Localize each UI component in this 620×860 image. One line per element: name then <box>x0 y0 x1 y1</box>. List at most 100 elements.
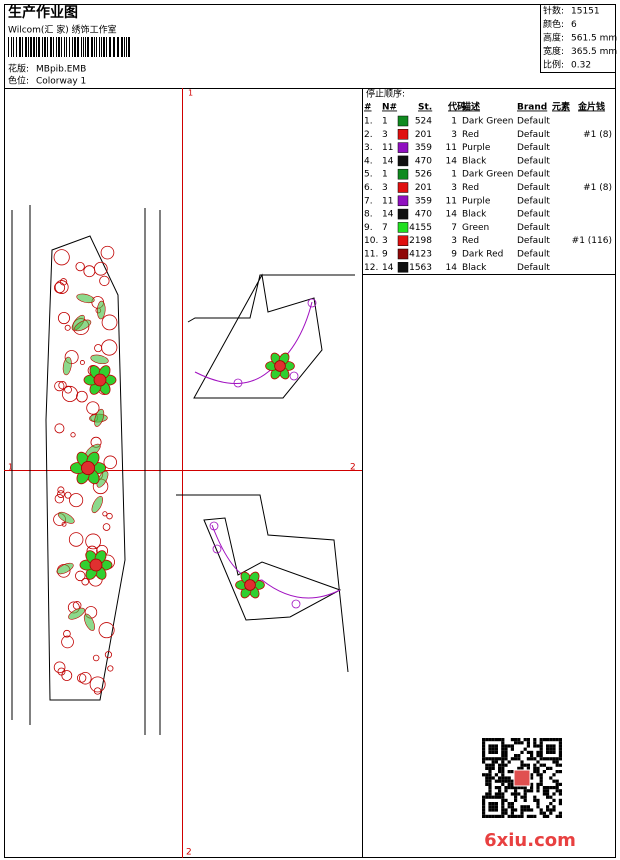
cell-needle: 3 <box>382 130 388 140</box>
swirl <box>101 339 118 356</box>
qr-cell <box>501 760 505 764</box>
swirl <box>289 371 299 381</box>
qr-cell <box>498 770 502 774</box>
swirl <box>83 265 96 278</box>
swirl <box>94 344 103 353</box>
cell-code: 9 <box>451 250 457 260</box>
qr-cell <box>501 754 505 758</box>
bar <box>72 37 73 57</box>
qr-cell <box>498 776 502 780</box>
qr-cell <box>536 750 540 754</box>
cell-brand: Default <box>517 250 550 260</box>
qr-cell <box>482 750 486 754</box>
qr-cell <box>546 747 550 751</box>
swirl <box>75 570 86 582</box>
qr-cell <box>546 795 550 799</box>
qr-cell <box>552 760 556 764</box>
qr-cell <box>539 738 543 742</box>
qr-logo <box>513 769 531 787</box>
cell-code: 11 <box>446 143 457 153</box>
qr-cell <box>549 802 553 806</box>
leaf <box>76 293 95 304</box>
cell-sequin: #1 (8) <box>583 130 612 140</box>
cell-description: Dark Red <box>462 250 503 260</box>
swirl <box>103 455 117 469</box>
qr-cell <box>482 808 486 812</box>
qr-cell <box>549 747 553 751</box>
qr-cell <box>533 798 537 802</box>
qr-cell <box>514 738 518 742</box>
qr-cell <box>504 798 508 802</box>
cell-index: 5. <box>364 170 373 180</box>
column-header: 描述 <box>462 101 480 113</box>
qr-cell <box>536 789 540 793</box>
cell-stitches: 524 <box>415 117 432 127</box>
info-label: 宽度: <box>543 45 564 57</box>
swirl <box>61 670 73 681</box>
qr-cell <box>539 757 543 761</box>
qr-cell <box>526 789 530 793</box>
qr-cell <box>510 757 514 761</box>
qr-cell <box>523 786 527 790</box>
qr-cell <box>494 779 498 783</box>
qr-cell <box>501 782 505 786</box>
cell-brand: Default <box>517 183 550 193</box>
qr-cell <box>546 808 550 812</box>
cell-index: 7. <box>364 196 373 206</box>
swirl <box>307 298 317 308</box>
cell-index: 3. <box>364 143 373 153</box>
qr-cell <box>517 766 521 770</box>
qr-cell <box>485 792 489 796</box>
qr-cell <box>523 798 527 802</box>
qr-cell <box>510 792 514 796</box>
info-label: 颜色: <box>543 18 564 30</box>
qr-cell <box>488 792 492 796</box>
qr-cell <box>523 763 527 767</box>
frame <box>4 4 616 858</box>
swirl <box>63 629 71 638</box>
cell-stitches: 2198 <box>409 236 432 246</box>
bar <box>113 37 115 57</box>
column-header: 代码 <box>447 101 466 113</box>
leaf <box>57 511 75 524</box>
swirl <box>70 432 76 438</box>
bar <box>99 37 100 57</box>
bar <box>25 37 27 57</box>
qr-cell <box>488 747 492 751</box>
bar <box>22 37 23 57</box>
center <box>274 360 286 372</box>
qr-cell <box>510 805 514 809</box>
qr-cell <box>549 811 553 815</box>
qr-cell <box>510 744 514 748</box>
qr-cell <box>546 805 550 809</box>
cell-needle: 14 <box>382 156 394 166</box>
qr-cell <box>482 811 486 815</box>
qr-cell <box>549 744 553 748</box>
swirl <box>61 521 67 527</box>
qr-cell <box>510 747 514 751</box>
cell-stitches: 4123 <box>409 250 432 260</box>
qr-cell <box>501 738 505 742</box>
qr-cell <box>498 795 502 799</box>
qr-cell <box>542 763 546 767</box>
qr-cell <box>530 754 534 758</box>
qr-cell <box>520 786 524 790</box>
color-swatch <box>397 195 409 207</box>
cell-description: Red <box>462 236 479 246</box>
swirl <box>61 635 74 649</box>
qr-cell <box>482 805 486 809</box>
leaf <box>90 354 109 365</box>
qr-cell <box>552 747 556 751</box>
swirl <box>89 676 106 693</box>
qr-cell <box>482 738 486 742</box>
bar <box>16 37 17 57</box>
cell-needle: 11 <box>382 143 393 153</box>
qr-cell <box>549 776 553 780</box>
qr-cell <box>510 738 514 742</box>
cell-code: 14 <box>446 210 458 220</box>
qr-cell <box>533 766 537 770</box>
qr-cell <box>558 770 562 774</box>
qr-cell <box>520 811 524 815</box>
qr-cell <box>501 811 505 815</box>
qr-cell <box>482 795 486 799</box>
